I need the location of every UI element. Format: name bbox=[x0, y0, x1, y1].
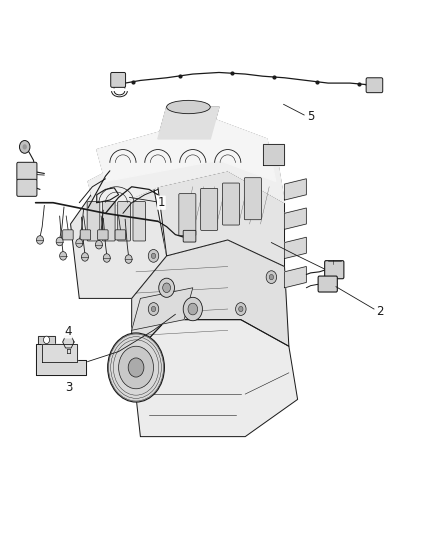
Polygon shape bbox=[88, 128, 285, 213]
Polygon shape bbox=[285, 179, 306, 200]
Circle shape bbox=[95, 240, 102, 249]
Circle shape bbox=[22, 144, 27, 150]
Circle shape bbox=[128, 358, 144, 377]
Circle shape bbox=[269, 274, 274, 280]
FancyBboxPatch shape bbox=[133, 201, 146, 241]
Polygon shape bbox=[132, 288, 193, 330]
FancyBboxPatch shape bbox=[87, 201, 100, 241]
FancyBboxPatch shape bbox=[102, 201, 115, 241]
FancyBboxPatch shape bbox=[325, 261, 344, 279]
Polygon shape bbox=[285, 266, 306, 288]
FancyBboxPatch shape bbox=[223, 183, 240, 225]
FancyBboxPatch shape bbox=[118, 201, 131, 241]
FancyBboxPatch shape bbox=[179, 193, 196, 236]
Polygon shape bbox=[42, 344, 77, 362]
Circle shape bbox=[159, 278, 174, 297]
Polygon shape bbox=[263, 144, 285, 165]
Polygon shape bbox=[158, 171, 285, 266]
FancyBboxPatch shape bbox=[17, 163, 37, 180]
Polygon shape bbox=[38, 336, 55, 344]
Circle shape bbox=[125, 255, 132, 263]
Circle shape bbox=[36, 236, 43, 244]
Circle shape bbox=[236, 303, 246, 316]
Circle shape bbox=[239, 306, 243, 312]
Circle shape bbox=[43, 336, 49, 344]
Polygon shape bbox=[285, 237, 306, 259]
Ellipse shape bbox=[166, 100, 210, 114]
FancyBboxPatch shape bbox=[244, 177, 261, 220]
Text: 4: 4 bbox=[65, 325, 72, 338]
Polygon shape bbox=[97, 118, 276, 181]
FancyBboxPatch shape bbox=[17, 179, 37, 196]
Circle shape bbox=[148, 249, 159, 262]
Circle shape bbox=[162, 283, 170, 293]
FancyBboxPatch shape bbox=[318, 276, 337, 292]
Circle shape bbox=[60, 252, 67, 260]
FancyBboxPatch shape bbox=[98, 230, 108, 240]
Polygon shape bbox=[158, 107, 219, 139]
Circle shape bbox=[103, 254, 110, 262]
Circle shape bbox=[81, 253, 88, 261]
FancyBboxPatch shape bbox=[201, 188, 218, 230]
Circle shape bbox=[183, 297, 202, 321]
Circle shape bbox=[119, 346, 153, 389]
Circle shape bbox=[19, 141, 30, 154]
Polygon shape bbox=[35, 344, 86, 375]
FancyBboxPatch shape bbox=[111, 72, 126, 87]
Circle shape bbox=[266, 271, 277, 284]
Circle shape bbox=[148, 303, 159, 316]
Polygon shape bbox=[132, 320, 297, 437]
Text: 1: 1 bbox=[158, 196, 165, 209]
Text: 5: 5 bbox=[307, 110, 314, 123]
Circle shape bbox=[151, 253, 155, 259]
Circle shape bbox=[188, 303, 198, 315]
Circle shape bbox=[56, 237, 63, 246]
FancyBboxPatch shape bbox=[115, 230, 126, 240]
FancyBboxPatch shape bbox=[63, 230, 73, 240]
Text: 2: 2 bbox=[376, 305, 383, 318]
Polygon shape bbox=[285, 208, 306, 229]
FancyBboxPatch shape bbox=[80, 230, 91, 240]
Text: 3: 3 bbox=[65, 381, 72, 394]
Polygon shape bbox=[132, 240, 289, 357]
Circle shape bbox=[151, 306, 155, 312]
Polygon shape bbox=[63, 336, 74, 348]
Circle shape bbox=[108, 333, 164, 402]
Circle shape bbox=[76, 239, 83, 247]
FancyBboxPatch shape bbox=[183, 230, 196, 242]
Polygon shape bbox=[71, 187, 166, 298]
FancyBboxPatch shape bbox=[366, 78, 383, 93]
